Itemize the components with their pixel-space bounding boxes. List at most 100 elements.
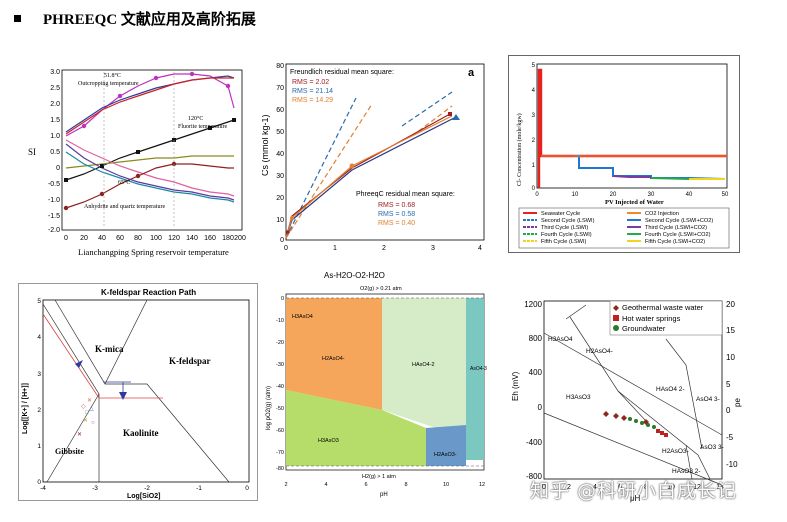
- kf-title: K-feldspar Reaction Path: [101, 288, 196, 297]
- kf-boundary-kfeldspar: [104, 299, 148, 385]
- cs-freundlich-rms-1: RMS = 2.02: [292, 79, 329, 86]
- svg-text:5: 5: [726, 380, 731, 389]
- si-chart: SI 3.0 2.5 2.0 1.5 1.0 0.5 0 -0.5 -1.0 -…: [28, 69, 246, 257]
- cl-seawater-line: [537, 68, 727, 188]
- si-note-temp1: 51.8°C: [104, 72, 121, 79]
- svg-text:2: 2: [37, 407, 41, 414]
- cs-phreeqc-line-blue: [285, 117, 455, 239]
- svg-text:Third Cycle (LSWI): Third Cycle (LSWI): [541, 225, 588, 231]
- cs-yticks: 80 70 60 50 40 30 20 10 0: [276, 63, 284, 244]
- svg-text:0: 0: [56, 165, 60, 172]
- svg-text:10: 10: [726, 353, 735, 362]
- svg-text:0.5: 0.5: [50, 149, 60, 156]
- svg-text:✕: ✕: [83, 418, 88, 424]
- si-note-fluorite: Fluorite temperature: [178, 124, 227, 130]
- kf-boundary-kaolinite: [54, 299, 230, 483]
- cl-ylabel: Cl- Concentration (mole/kgw): [516, 113, 523, 186]
- kf-boundary-lower: [46, 393, 100, 483]
- cs-freundlich-rms-3: RMS = 14.29: [292, 97, 333, 104]
- svg-text:30: 30: [276, 173, 284, 180]
- svg-text:2: 2: [382, 245, 386, 252]
- si-xlabel: Lianchangping Spring reservoir temperatu…: [78, 247, 229, 257]
- svg-text:3: 3: [37, 371, 41, 378]
- as-top-note: O2(g) > 0.21 atm: [360, 286, 402, 292]
- cs-phreeqc-line-orange: [285, 115, 453, 239]
- si-curve-black: [65, 119, 235, 181]
- kf-reaction-path: [42, 313, 100, 399]
- svg-text:Second Cycle (LSWI+CO2): Second Cycle (LSWI+CO2): [645, 218, 713, 224]
- kf-field-gibbsite: Gibbsite: [55, 447, 84, 456]
- svg-text:12: 12: [693, 484, 701, 491]
- svg-text:-1: -1: [196, 485, 202, 492]
- si-note-outcrop: Outcropping temperature: [78, 81, 139, 87]
- as-label-haso4: HAsO4-2: [412, 362, 435, 368]
- svg-text:180: 180: [222, 235, 234, 242]
- svg-text:0: 0: [532, 186, 536, 192]
- svg-text:50: 50: [276, 129, 284, 136]
- as-label-h3aso3: H3AsO3: [318, 438, 339, 444]
- cl-chart-panel: Cl- Concentration (mole/kgw) 5 4 3 2 1 0…: [508, 55, 740, 253]
- svg-text:-400: -400: [526, 438, 543, 447]
- svg-text:60: 60: [116, 235, 124, 242]
- svg-text:12: 12: [479, 482, 485, 488]
- cs-phreeqc-rms-3: RMS = 0.40: [378, 220, 415, 227]
- svg-text:2: 2: [532, 138, 536, 144]
- svg-text:-30: -30: [276, 362, 284, 368]
- svg-text:4: 4: [37, 334, 41, 341]
- eh-water-lower: [543, 412, 723, 486]
- si-note-temp2: 120°C: [188, 115, 203, 122]
- svg-text:30: 30: [648, 192, 655, 198]
- kf-field-kfeldspar: K-feldspar: [169, 356, 211, 366]
- svg-text:20: 20: [610, 192, 617, 198]
- eh-ylabel-right: pe: [733, 398, 742, 407]
- svg-text:100: 100: [150, 235, 162, 242]
- svg-text:1: 1: [333, 245, 337, 252]
- si-curve-maroon: [65, 163, 234, 209]
- svg-text:◇: ◇: [81, 404, 86, 410]
- svg-text:80: 80: [276, 63, 284, 70]
- si-yticks: 3.0 2.5 2.0 1.5 1.0 0.5 0 -0.5 -1.0 -1.5…: [48, 69, 60, 234]
- si-ylabel: SI: [28, 147, 36, 157]
- svg-text:✕: ✕: [87, 398, 92, 404]
- cs-phreeqc-rms-1: RMS = 0.68: [378, 202, 415, 209]
- svg-text:140: 140: [186, 235, 198, 242]
- svg-text:-800: -800: [526, 472, 543, 481]
- si-curve-purple: [65, 143, 235, 201]
- cl-yticks: 5 4 3 2 1 0: [532, 63, 536, 192]
- svg-text:10: 10: [667, 484, 675, 491]
- cl-second-cycle-line: [575, 155, 726, 180]
- svg-text:10: 10: [276, 217, 284, 224]
- svg-text:3: 3: [532, 113, 536, 119]
- cs-freundlich-title: Freundlich residual mean square:: [290, 69, 394, 76]
- svg-text:10: 10: [572, 192, 579, 198]
- svg-text:CO2 Injection: CO2 Injection: [645, 211, 679, 217]
- kf-arrow-icon: [75, 360, 83, 368]
- as-yticks: 0 -10 -20 -30 -40 -50 -60 -70 -80: [276, 296, 284, 472]
- svg-text:3: 3: [431, 245, 435, 252]
- as-label-h2aso4: H2AsO4-: [322, 356, 345, 362]
- slide-header: PHREEQC 文献应用及高阶拓展: [14, 8, 256, 29]
- cl-legend: Seawater Cycle CO2 Injection Second Cycl…: [518, 207, 730, 249]
- eh-yticks-right: 20 15 10 5 0 -5 -10: [726, 300, 738, 469]
- eh-label-h2aso4: H2AsO4-: [586, 348, 613, 355]
- svg-text:0: 0: [280, 237, 284, 244]
- svg-text:4: 4: [478, 245, 482, 252]
- si-note-temp3: 65°C: [118, 179, 130, 186]
- svg-text:-5: -5: [726, 433, 734, 442]
- kf-field-kaolinite: Kaolinite: [123, 428, 159, 438]
- cl-fourth-cycle-line: [650, 177, 690, 180]
- kf-markers: ◇□△ ✕ ○✕ ✕: [77, 398, 95, 438]
- svg-text:Seawater Cycle: Seawater Cycle: [541, 211, 580, 217]
- svg-text:8: 8: [404, 482, 407, 488]
- as-title: As-H2O-O2-H2O: [324, 271, 385, 280]
- svg-text:✕: ✕: [77, 432, 82, 438]
- eh-label-haso4: HAsO4 2-: [656, 386, 685, 393]
- cs-xticks: 0 1 2 3 4: [284, 245, 482, 252]
- si-curve-teal: [65, 151, 235, 203]
- cs-data-points: [286, 112, 460, 234]
- eh-ylabel: Eh (mV): [511, 371, 520, 401]
- svg-text:-70: -70: [276, 450, 284, 456]
- cl-xticks: 0 10 20 30 40 50: [535, 192, 729, 198]
- eh-xticks: 0 2 4 6 8 10 12 14: [542, 484, 724, 491]
- svg-text:Fifth Cycle (LSWI): Fifth Cycle (LSWI): [541, 239, 587, 245]
